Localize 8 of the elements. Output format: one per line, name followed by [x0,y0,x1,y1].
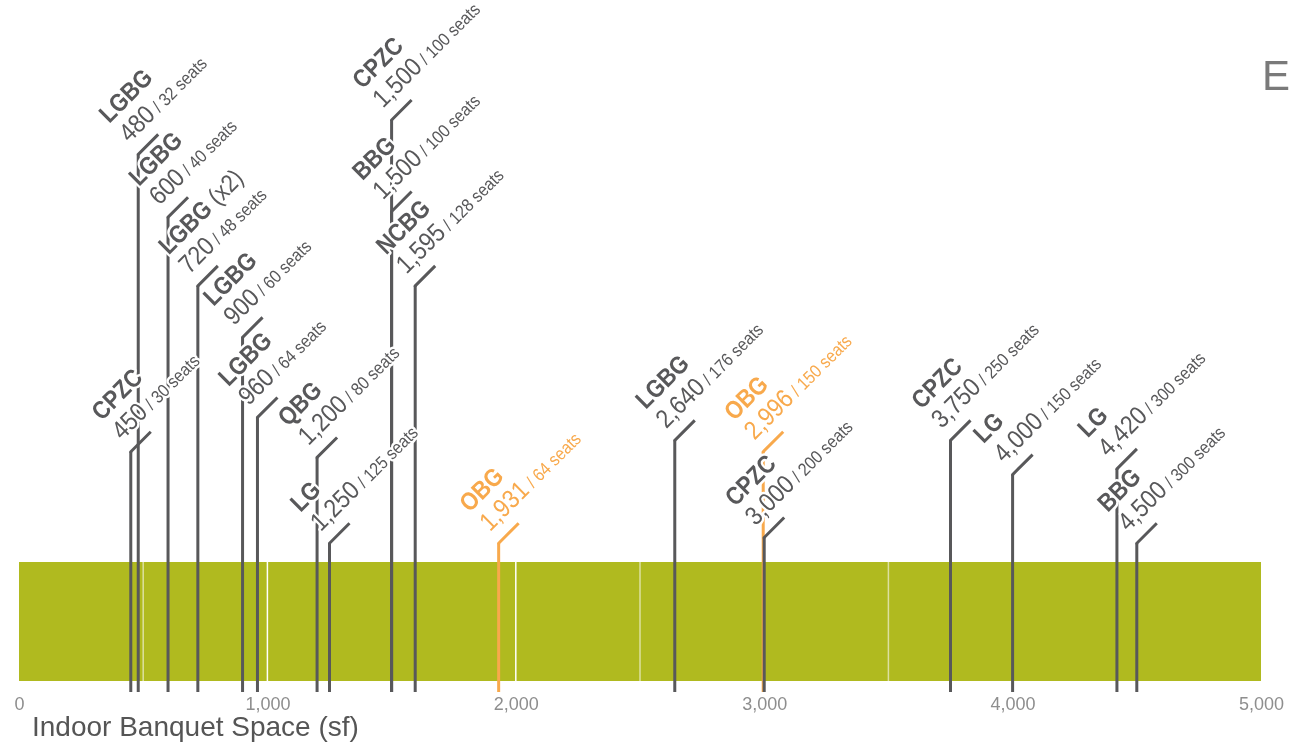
x-tick-label: 3,000 [742,693,788,714]
x-tick-label: 2,000 [493,693,539,714]
x-axis-title: Indoor Banquet Space (sf) [32,711,359,742]
text: E [1261,52,1290,99]
x-tick-label: 1,000 [245,693,291,714]
x-tick-label: 4,000 [990,693,1036,714]
x-tick-label: 5,000 [1238,693,1285,714]
x-tick-label: 0 [14,693,25,714]
